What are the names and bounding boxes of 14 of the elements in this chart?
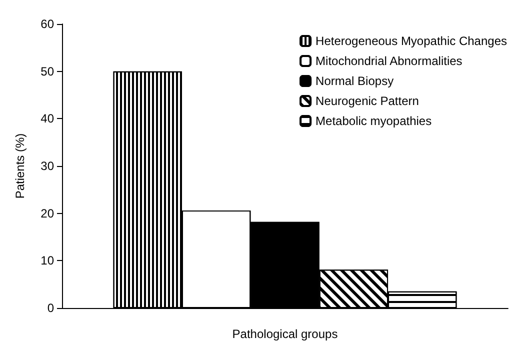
y-tick-label: 0 bbox=[47, 301, 54, 315]
legend-label: Mitochondrial Abnormalities bbox=[316, 54, 462, 68]
y-axis-title: Patients (%) bbox=[13, 133, 27, 199]
legend-label: Neurogenic Pattern bbox=[316, 94, 419, 108]
y-tick-label: 60 bbox=[40, 17, 54, 31]
y-tick-label: 10 bbox=[40, 254, 54, 268]
y-tick-label: 20 bbox=[40, 206, 54, 220]
legend-label: Normal Biopsy bbox=[316, 74, 394, 88]
y-tick-label: 50 bbox=[40, 64, 54, 78]
legend-label: Heterogeneous Myopathic Changes bbox=[316, 34, 508, 48]
legend-label: Metabolic myopathies bbox=[316, 114, 432, 128]
y-tick-label: 30 bbox=[40, 159, 54, 173]
y-tick-label: 40 bbox=[40, 112, 54, 126]
x-axis-title: Pathological groups bbox=[232, 327, 338, 341]
